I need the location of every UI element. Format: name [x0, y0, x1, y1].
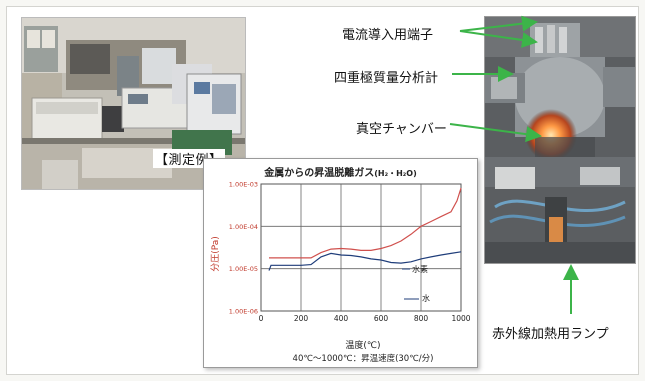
- x-tick-label: 800: [414, 314, 429, 323]
- lab-equipment-photo: [21, 17, 246, 190]
- plot-area: [260, 183, 462, 312]
- y-tick-label: 1.00E-06: [229, 308, 258, 316]
- x-tick-label: 600: [374, 314, 389, 323]
- tds-chart: 金属からの昇温脱離ガス(H₂・H₂O) 0 200 400 600 800 1000 1.0…: [203, 158, 478, 368]
- series-label-h2: 水素: [412, 264, 428, 274]
- x-tick-label: 1000: [451, 314, 470, 323]
- y-tick-label: 1.00E-05: [229, 265, 258, 273]
- callout-qms: 四重極質量分析計: [334, 71, 439, 86]
- arrow-vacuum: [449, 123, 542, 143]
- y-axis-label: 分圧(Pa): [210, 236, 221, 272]
- x-tick-label: 0: [259, 314, 264, 323]
- series-line-h2: [269, 187, 462, 259]
- callout-vacuum: 真空チャンバー: [356, 122, 447, 137]
- y-tick-label: 1.00E-04: [229, 223, 258, 231]
- callout-terminal: 電流導入用端子: [342, 28, 434, 43]
- x-axis-label: 温度(℃): [345, 339, 380, 351]
- series-label-h2o: 水: [422, 293, 430, 303]
- chart-caption: 40℃〜1000℃：昇温速度(30℃/分): [293, 353, 434, 364]
- vacuum-chamber-photo: [484, 16, 636, 264]
- chart-title-main: 金属からの昇温脱離ガス: [264, 168, 375, 179]
- chart-title-sub: (H₂・H₂O): [374, 169, 417, 178]
- series-line-h2o: [268, 251, 462, 271]
- x-tick-label: 400: [334, 314, 349, 323]
- y-tick-label: 1.00E-03: [229, 181, 258, 189]
- x-tick-label: 200: [294, 314, 309, 323]
- arrow-terminal-1: [459, 15, 538, 32]
- chart-plot: 0 200 400 600 800 1000 1.00E-06 1.00E-05 1.00E-0…: [210, 181, 471, 365]
- callout-lamp: 赤外線加熱用ランプ: [492, 327, 609, 342]
- arrow-terminal-2: [459, 30, 538, 48]
- chart-title: 金属からの昇温脱離ガス(H₂・H₂O): [204, 164, 477, 179]
